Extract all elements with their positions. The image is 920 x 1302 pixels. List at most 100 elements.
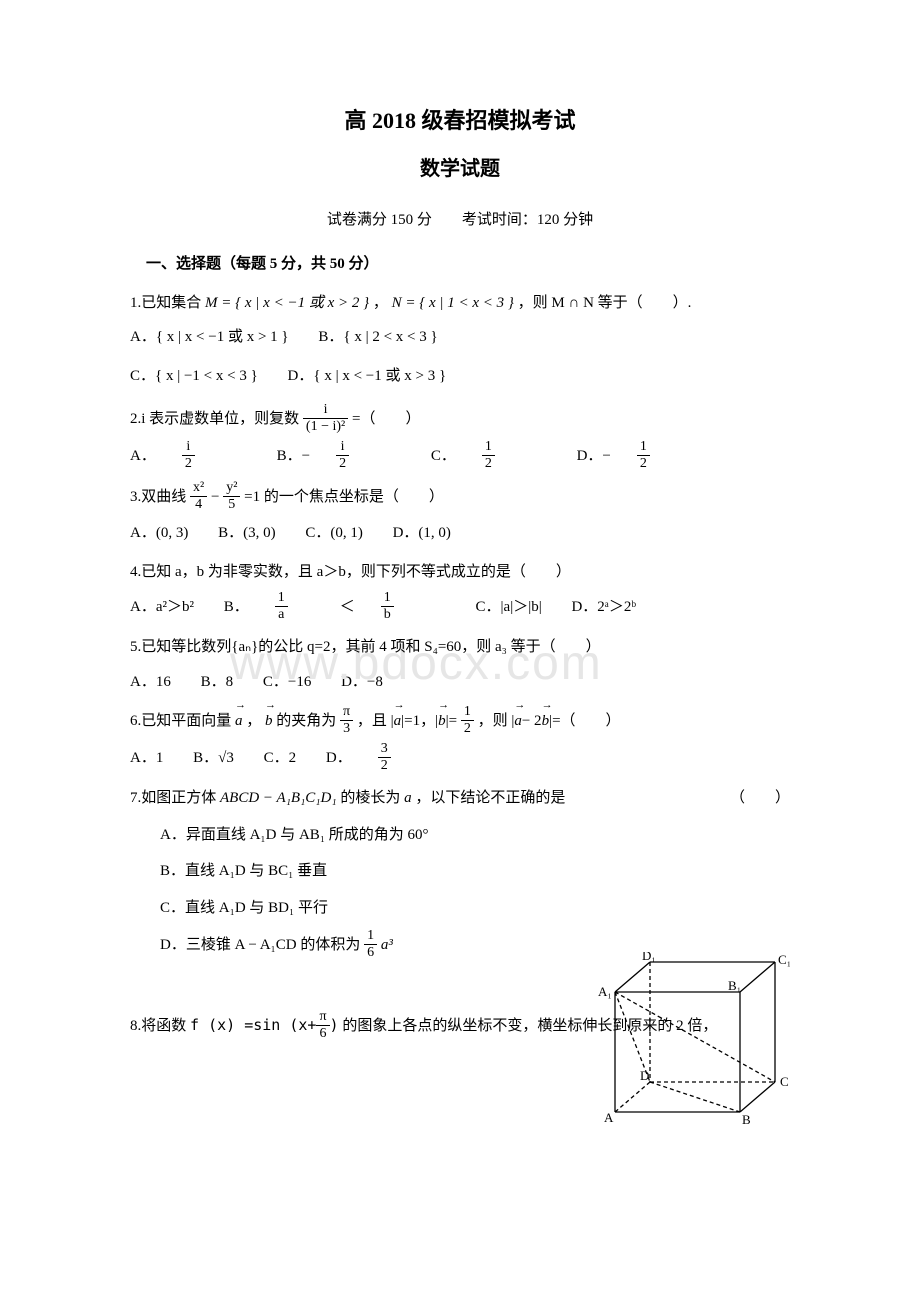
q2-opt-B: B．−i2 [277, 448, 405, 464]
q1-set-M: M = { x | x < −1 或 x > 2 } [205, 295, 369, 311]
q3-options: A．(0, 3) B．(3, 0) C．(0, 1) D．(1, 0) [130, 519, 790, 548]
q7-opt-A: A．异面直线 A₁D 与 AB₁ 所成的角为 60° [160, 821, 790, 850]
q2-frac-num: i [303, 403, 348, 419]
q3-opt-A: A．(0, 3) [130, 525, 188, 541]
q2-D-den: 2 [637, 456, 650, 471]
q2-stem-b: =（ ） [352, 411, 420, 427]
q3-stem-b: 的一个焦点坐标是（ ） [264, 489, 444, 505]
q7-D-b: a³ [381, 937, 393, 953]
q4-B-lnum: 1 [275, 591, 288, 607]
q5-opt-C: C．−16 [263, 674, 311, 690]
q2-options: A．i2 B．−i2 C．12 D．−12 [130, 441, 790, 472]
cube-label-A1: A₁ [598, 984, 612, 999]
q6-vec-b3: b [542, 707, 550, 736]
q6-D-den: 2 [378, 758, 391, 773]
question-4: 4.已知 a，b 为非零实数，且 a＞b，则下列不等式成立的是（ ） [130, 558, 790, 587]
q6-stem-h: |=（ ） [549, 713, 620, 729]
q7-options: A．异面直线 A₁D 与 AB₁ 所成的角为 60° B．直线 A₁D 与 BC… [130, 821, 790, 962]
cube-label-D1: D₁ [642, 952, 656, 963]
cube-label-B1: B₁ [728, 978, 741, 993]
q3-opt-C: C．(0, 1) [305, 525, 363, 541]
question-6: 6.已知平面向量 a ， b 的夹角为 π3 ，且 |a|=1，|b|= 12 … [130, 706, 790, 737]
q7-D-num: 1 [364, 929, 377, 945]
q7-opt-C: C．直线 A₁D 与 BD₁ 平行 [160, 894, 790, 923]
question-1: 1.已知集合 M = { x | x < −1 或 x > 2 } ， N = … [130, 289, 790, 318]
q6-vec-a2: a [394, 707, 402, 736]
q6-opt-D: D．32 [326, 750, 443, 766]
q7-stem-b: 的棱长为 [340, 790, 404, 806]
q6-D-label: D． [326, 750, 352, 766]
q2-B-den: 2 [336, 456, 349, 471]
q5-options: A．16 B．8 C．−16 D．−8 [130, 668, 790, 697]
q3-opt-D: D．(1, 0) [393, 525, 451, 541]
q6-ang-num: π [340, 705, 353, 721]
question-5: 5.已知等比数列{aₙ}的公比 q=2，其前 4 项和 S₄=60，则 a₃ 等… [130, 633, 790, 662]
q6-vec-b2: b [438, 707, 446, 736]
q3-t1-num: x² [190, 481, 207, 497]
q5-opt-A: A．16 [130, 674, 171, 690]
q1-options-row1: A．{ x | x < −1 或 x > 1 } B．{ x | 2 < x <… [130, 323, 790, 352]
q5-opt-D: D．−8 [341, 674, 383, 690]
q2-B-label: B．− [277, 448, 310, 464]
q8-fn-b: ) [330, 1016, 339, 1034]
q6-stem-d: |=1，| [401, 713, 438, 729]
q8-fr-den: 6 [316, 1026, 329, 1041]
q6-sep1: ， [246, 713, 261, 729]
q2-A-den: 2 [182, 456, 195, 471]
q6-opt-A: A．1 [130, 750, 163, 766]
q3-t2: y²5 [223, 481, 240, 512]
q7-stem-c: ，以下结论不正确的是 [415, 790, 565, 806]
q3-eq: =1 [244, 489, 260, 505]
q6-vec-a3: a [514, 707, 522, 736]
cube-label-D: D [640, 1068, 649, 1083]
question-8: 8.将函数 f (x) =sin (x+π6) 的图象上各点的纵坐标不变，横坐标… [130, 1011, 790, 1042]
q1-opt-D: D．{ x | x < −1 或 x > 3 } [288, 368, 447, 384]
q2-frac-den: (1 − i)² [303, 419, 348, 434]
page-subtitle: 数学试题 [130, 150, 790, 188]
q6-stem-f: ，则 | [478, 713, 515, 729]
q6-stem-b: 的夹角为 [276, 713, 336, 729]
q7-stem-a: 7.如图正方体 [130, 790, 220, 806]
q1-stem-a: 1.已知集合 [130, 295, 205, 311]
q6-vec-a: a [235, 707, 243, 736]
q6-opt-C: C．2 [264, 750, 297, 766]
cube-label-C1: C₁ [778, 952, 790, 967]
q2-C-den: 2 [482, 456, 495, 471]
q5-opt-B: B．8 [201, 674, 234, 690]
q2-stem-a: 2.i 表示虚数单位，则复数 [130, 411, 299, 427]
q2-A-num: i [182, 440, 195, 456]
q6-stem-c: ，且 | [357, 713, 394, 729]
q6-bval-den: 2 [461, 721, 474, 736]
q2-main-frac: i (1 − i)² [303, 403, 348, 434]
q2-opt-D: D．−12 [577, 448, 702, 464]
q6-bval-num: 1 [461, 705, 474, 721]
q7-D-a: D．三棱锥 A − A₁CD 的体积为 [160, 937, 360, 953]
q3-t2-den: 5 [223, 497, 240, 512]
question-2: 2.i 表示虚数单位，则复数 i (1 − i)² =（ ） [130, 404, 790, 435]
q6-stem-a: 6.已知平面向量 [130, 713, 235, 729]
q8-fr-num: π [316, 1010, 329, 1026]
q4-opt-D: D．2ᵃ＞2ᵇ [571, 599, 636, 615]
q4-B-mid: ＜ [340, 599, 355, 615]
q1-opt-B: B．{ x | 2 < x < 3 } [318, 329, 437, 345]
q6-stem-e: |= [446, 713, 457, 729]
q4-opt-C: C．|a|＞|b| [476, 599, 542, 615]
q2-C-num: 1 [482, 440, 495, 456]
q7-D-den: 6 [364, 945, 377, 960]
cube-label-B: B [742, 1112, 751, 1127]
page-title: 高 2018 级春招模拟考试 [130, 100, 790, 142]
q2-D-num: 1 [637, 440, 650, 456]
q8-stem-b: 的图象上各点的纵坐标不变，横坐标伸长到原来的 2 倍， [342, 1018, 717, 1034]
q1-opt-A: A．{ x | x < −1 或 x > 1 } [130, 329, 289, 345]
q2-opt-A: A．i2 [130, 448, 251, 464]
q6-ang-den: 3 [340, 721, 353, 736]
cube-label-C: C [780, 1074, 789, 1089]
q2-opt-C: C．12 [431, 448, 551, 464]
q3-t1-den: 4 [190, 497, 207, 512]
question-7: 7.如图正方体 ABCD − A₁B₁C₁D₁ 的棱长为 a ，以下结论不正确的… [130, 784, 790, 813]
q3-t1: x²4 [190, 481, 207, 512]
q2-B-num: i [336, 440, 349, 456]
q1-stem-b: ，则 M ∩ N 等于（ ）. [518, 295, 692, 311]
q6-stem-g: − 2 [522, 713, 542, 729]
q3-stem-a: 3.双曲线 [130, 489, 186, 505]
